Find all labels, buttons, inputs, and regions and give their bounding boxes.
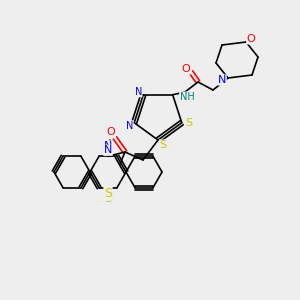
Text: N: N [218,75,226,85]
Text: N: N [104,141,112,151]
Text: N: N [125,121,133,131]
Text: S: S [159,140,167,150]
Text: S: S [104,191,112,205]
Text: O: O [106,127,116,137]
Text: O: O [247,34,255,44]
Text: O: O [182,64,190,74]
Text: S: S [104,187,112,200]
Text: N: N [104,145,112,155]
Text: S: S [185,118,192,128]
Text: NH: NH [180,92,194,102]
Text: N: N [135,87,142,97]
